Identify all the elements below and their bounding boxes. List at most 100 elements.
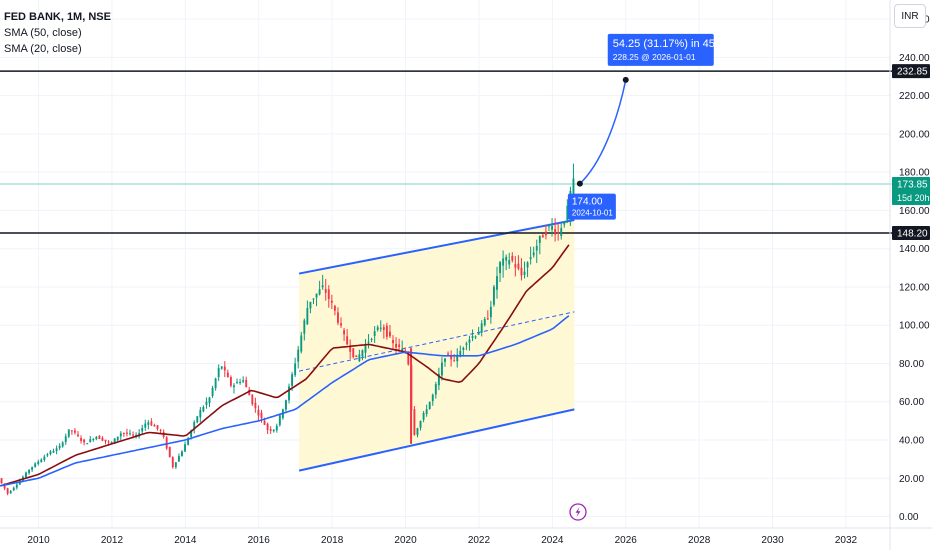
candle-body[interactable] [208,397,211,404]
candle-body[interactable] [37,461,40,464]
candle-body[interactable] [563,221,566,225]
candle-body[interactable] [34,463,37,468]
candle-body[interactable] [333,305,336,311]
candle-body[interactable] [187,438,190,445]
candle-body[interactable] [291,374,294,386]
candle-body[interactable] [67,429,70,437]
candle-body[interactable] [343,330,346,335]
candle-body[interactable] [98,435,101,440]
candle-body[interactable] [193,421,196,430]
candle-body[interactable] [297,349,300,362]
candle-body[interactable] [73,430,76,433]
candle-body[interactable] [236,382,238,384]
candle-body[interactable] [327,289,330,300]
candle-body[interactable] [294,363,297,376]
candle-body[interactable] [566,205,569,221]
candle-body[interactable] [554,229,557,235]
candle-body[interactable] [61,442,64,447]
candle-body[interactable] [177,456,180,462]
candle-body[interactable] [389,331,391,337]
candle-body[interactable] [520,267,523,276]
candle-body[interactable] [275,425,278,431]
candle-body[interactable] [28,469,31,474]
candle-body[interactable] [337,312,339,323]
candle-body[interactable] [428,401,431,410]
candle-body[interactable] [453,360,456,362]
candle-body[interactable] [92,439,95,441]
candle-body[interactable] [462,347,465,350]
level-price-tag[interactable]: 232.85 [892,64,930,79]
candle-body[interactable] [496,276,498,290]
candle-body[interactable] [324,289,327,293]
candle-body[interactable] [260,412,263,419]
candle-body[interactable] [9,490,12,494]
candle-body[interactable] [25,472,27,478]
candle-body[interactable] [95,436,98,440]
candle-body[interactable] [551,225,553,230]
candle-body[interactable] [229,377,232,386]
price-axis[interactable]: 0.00 20.00 40.00 60.00 80.00 100.00 120.00 140.… [889,0,930,550]
candle-body[interactable] [425,409,428,415]
candle-body[interactable] [171,457,174,468]
candle-body[interactable] [0,478,3,484]
candle-body[interactable] [349,345,352,352]
candle-body[interactable] [346,336,349,345]
candle-body[interactable] [159,429,162,431]
legend-sma50[interactable]: SMA (50, close) [4,27,82,39]
candle-body[interactable] [529,257,532,260]
candle-body[interactable] [321,285,324,288]
channel-upper-line[interactable] [298,219,575,275]
candle-body[interactable] [535,245,538,251]
candle-body[interactable] [318,289,321,295]
candle-body[interactable] [468,339,471,343]
candle-body[interactable] [285,400,287,410]
candle-body[interactable] [532,252,535,256]
candle-body[interactable] [184,444,186,452]
candle-body[interactable] [110,442,113,444]
candle-body[interactable] [505,256,508,261]
candle-body[interactable] [233,385,235,388]
candle-body[interactable] [511,255,514,261]
candle-body[interactable] [217,368,220,378]
legend-symbol[interactable]: FED BANK, 1M, NSE [4,11,111,23]
candle-body[interactable] [315,293,318,298]
candle-body[interactable] [40,459,43,463]
callout-target[interactable]: 54.25 (31.17%) in 457d 228.25 @ 2026-01-… [607,33,727,66]
candle-body[interactable] [15,484,18,488]
candle-body[interactable] [477,332,480,335]
candle-body[interactable] [358,354,361,362]
candle-body[interactable] [367,341,370,343]
candle-body[interactable] [355,355,358,358]
candle-body[interactable] [104,439,107,442]
candle-body[interactable] [266,423,269,430]
candle-body[interactable] [77,434,79,437]
candle-body[interactable] [376,327,379,331]
candle-body[interactable] [499,262,501,274]
candle-body[interactable] [174,462,177,468]
candle-body[interactable] [444,358,446,362]
candle-body[interactable] [196,416,199,423]
candle-body[interactable] [352,348,355,358]
level-price-tag[interactable]: 148.20 [892,226,930,241]
candle-body[interactable] [538,235,541,243]
candle-body[interactable] [89,439,92,443]
candle-body[interactable] [245,379,248,388]
candle-body[interactable] [544,231,547,236]
candle-body[interactable] [144,423,147,428]
candle-body[interactable] [560,228,563,236]
candle-body[interactable] [83,439,86,443]
candle-body[interactable] [147,422,150,425]
candle-body[interactable] [101,437,104,441]
candle-body[interactable] [211,387,214,397]
candle-body[interactable] [251,394,254,405]
candle-body[interactable] [392,339,394,344]
candle-body[interactable] [278,415,281,426]
candle-body[interactable] [181,451,183,457]
candle-body[interactable] [156,425,159,429]
candle-body[interactable] [64,436,67,443]
candle-body[interactable] [370,338,373,340]
candle-body[interactable] [300,335,303,352]
candle-body[interactable] [214,378,217,389]
candle-body[interactable] [242,380,245,382]
